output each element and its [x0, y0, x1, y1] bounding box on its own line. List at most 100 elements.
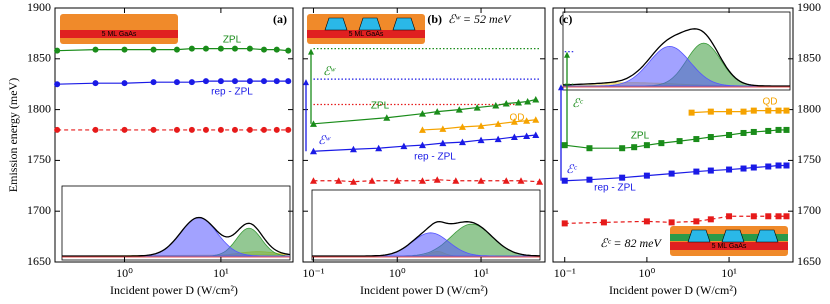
data-point: [783, 162, 790, 169]
quantum-dot: [392, 17, 416, 31]
annotation: ℰᶜ: [572, 96, 583, 110]
data-point: [173, 126, 180, 133]
series-label: rep - ZPL: [211, 87, 253, 98]
data-point: [273, 126, 280, 133]
data-point: [707, 167, 714, 174]
data-point: [693, 168, 700, 175]
data-point: [523, 132, 531, 140]
data-point: [740, 108, 747, 115]
quantum-dot: [687, 229, 711, 243]
data-point: [231, 78, 238, 85]
data-point: [418, 126, 426, 133]
data-point: [600, 219, 607, 226]
data-point: [217, 126, 224, 133]
series-label: ZPL: [631, 131, 650, 142]
series-line: [57, 80, 289, 85]
data-point: [433, 108, 441, 115]
series-label: ZPL: [371, 101, 390, 112]
data-point: [54, 126, 61, 133]
data-point: [502, 100, 510, 107]
data-point: [335, 177, 343, 184]
sample-well: [307, 30, 425, 38]
data-point: [494, 135, 502, 143]
data-point: [765, 163, 772, 170]
annotation: ℰʷ: [323, 64, 336, 78]
data-point: [750, 164, 757, 171]
sample-label: 5 ML GaAs: [102, 31, 137, 38]
spectrum-sum: [562, 28, 790, 87]
data-point: [707, 134, 714, 141]
data-point: [532, 131, 540, 138]
data-point: [260, 126, 267, 133]
data-point: [150, 79, 157, 86]
sample-label: 5 ML GaAs: [349, 31, 384, 38]
x-axis-label: Incident power D (W/cm²): [360, 283, 488, 297]
y-axis-label: Emission energy (meV): [6, 78, 20, 192]
data-point: [643, 172, 650, 179]
x-tick-label: 10⁰: [638, 266, 655, 280]
series-label: rep - ZPL: [414, 152, 456, 163]
data-point: [150, 46, 157, 53]
data-point: [515, 98, 523, 106]
data-point: [775, 213, 782, 220]
y-tick-label: 1650: [27, 254, 51, 268]
series-line: [57, 48, 289, 52]
data-point: [150, 126, 157, 133]
y-tick-label: 1900: [27, 0, 51, 14]
data-point: [173, 46, 180, 53]
data-point: [688, 109, 695, 116]
data-point: [217, 78, 224, 85]
data-point: [765, 213, 772, 220]
series-label: QD: [510, 113, 525, 124]
sample-well: [60, 30, 178, 38]
data-point: [586, 145, 593, 152]
data-point: [783, 126, 790, 133]
quantum-dot: [358, 17, 382, 31]
data-point: [492, 102, 500, 109]
data-point: [477, 177, 485, 184]
data-point: [246, 78, 253, 85]
data-point: [740, 129, 747, 136]
series-label: rep - ZPL: [594, 183, 636, 194]
data-point: [765, 127, 772, 134]
y-tick-label: 1900: [797, 0, 821, 14]
sample-cap: [60, 14, 178, 44]
data-point: [121, 80, 128, 87]
annotation: ℰʷ = 52 meV: [448, 12, 512, 26]
plot-frame: [552, 7, 794, 263]
data-point: [309, 120, 317, 127]
data-point: [707, 108, 714, 115]
data-point: [619, 174, 626, 181]
data-point: [750, 213, 757, 220]
data-point: [765, 107, 772, 114]
data-point: [693, 218, 700, 225]
data-point: [750, 107, 757, 114]
data-point: [536, 178, 544, 185]
data-point: [285, 126, 292, 133]
data-point: [188, 126, 195, 133]
data-point: [173, 79, 180, 86]
data-point: [383, 114, 391, 121]
data-point: [693, 136, 700, 143]
data-point: [418, 110, 426, 117]
data-point: [92, 80, 99, 87]
data-point: [631, 144, 638, 151]
data-point: [658, 140, 665, 147]
data-point: [561, 142, 568, 149]
data-point: [202, 45, 209, 52]
data-point: [524, 97, 532, 105]
data-point: [375, 144, 383, 152]
data-point: [726, 132, 733, 138]
data-point: [783, 213, 790, 220]
data-point: [418, 141, 426, 149]
data-point: [246, 126, 253, 133]
data-point: [643, 142, 650, 149]
data-point: [523, 117, 531, 124]
data-point: [494, 120, 502, 127]
data-point: [775, 126, 782, 133]
data-point: [517, 177, 525, 184]
plot-frame: [302, 7, 546, 263]
arrow-head: [564, 51, 570, 58]
data-point: [750, 128, 757, 135]
data-point: [477, 136, 485, 144]
